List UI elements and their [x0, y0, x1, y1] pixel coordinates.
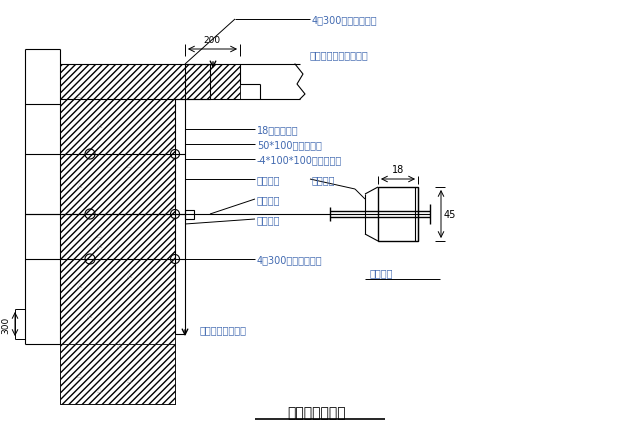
Text: 300: 300 — [1, 316, 11, 333]
Text: 钢管模楞: 钢管模楞 — [257, 174, 280, 184]
Text: △: △ — [77, 92, 82, 98]
Text: △: △ — [117, 341, 123, 347]
Text: 负三层（负二层）: 负三层（负二层） — [200, 324, 247, 334]
Text: 挡墙模板支设图: 挡墙模板支设图 — [288, 405, 346, 419]
Text: 45: 45 — [444, 210, 456, 220]
Text: 4厚300宽钢板止水带: 4厚300宽钢板止水带 — [312, 15, 378, 25]
Text: 18: 18 — [392, 164, 404, 174]
Text: 18厚木胶合板: 18厚木胶合板 — [257, 125, 299, 135]
Bar — [60, 100, 175, 404]
Text: △: △ — [87, 311, 93, 317]
Bar — [185, 210, 194, 220]
Text: 负二层（负一层）地面: 负二层（负一层）地面 — [310, 50, 369, 60]
Bar — [185, 65, 210, 100]
Bar — [60, 344, 175, 404]
Text: 步方大棒: 步方大棒 — [257, 214, 280, 224]
Text: 4厚300宽钢板止水带: 4厚300宽钢板止水带 — [257, 254, 323, 264]
Text: 木屃大棒: 木屃大棒 — [370, 267, 394, 277]
Text: △: △ — [97, 241, 103, 247]
Text: △: △ — [77, 181, 82, 187]
Bar — [60, 65, 240, 100]
Text: △: △ — [127, 271, 133, 277]
Text: △: △ — [77, 281, 82, 287]
Text: △: △ — [127, 376, 133, 382]
Text: 对拉模杆: 对拉模杆 — [257, 194, 280, 204]
Text: 限位钢管: 限位钢管 — [312, 174, 335, 184]
Text: 200: 200 — [204, 36, 221, 45]
Text: △: △ — [127, 161, 133, 168]
Text: △: △ — [77, 371, 82, 377]
Bar — [378, 187, 418, 241]
Text: 50*100木枋竖管棒: 50*100木枋竖管棒 — [257, 140, 322, 150]
Text: △: △ — [97, 122, 103, 128]
Text: △: △ — [97, 386, 103, 392]
Text: △: △ — [97, 231, 103, 237]
Text: -4*100*100钢板止水片: -4*100*100钢板止水片 — [257, 155, 342, 164]
